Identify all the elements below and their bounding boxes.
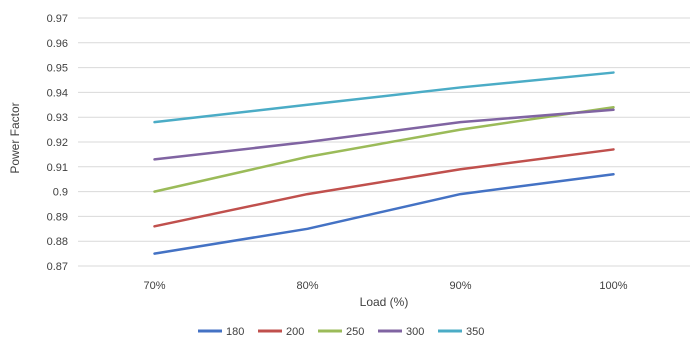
series-lines — [153, 71, 615, 255]
legend-label-250: 250 — [346, 326, 364, 338]
series-line-250 — [153, 106, 615, 193]
y-axis-title: Power Factor — [8, 102, 22, 173]
legend-label-180: 180 — [226, 326, 244, 338]
legend-label-200: 200 — [286, 326, 304, 338]
y-tick-label: 0.91 — [47, 162, 68, 174]
x-tick-label: 80% — [296, 280, 318, 292]
x-tick-label: 70% — [143, 280, 165, 292]
series-line-180 — [153, 172, 615, 255]
y-tick-labels: 0.87 0.88 0.89 0.9 0.91 0.92 0.93 0.94 0.95 0.96 0… — [47, 13, 68, 273]
legend: 180 200 250 300 350 — [198, 326, 484, 338]
x-axis-title: Load (%) — [360, 295, 409, 309]
series-line-300 — [153, 108, 615, 161]
y-tick-label: 0.88 — [47, 236, 68, 248]
y-tick-label: 0.9 — [53, 187, 68, 199]
y-tick-label: 0.96 — [47, 38, 68, 50]
legend-label-300: 300 — [406, 326, 424, 338]
legend-label-350: 350 — [466, 326, 484, 338]
y-tick-label: 0.97 — [47, 13, 68, 25]
y-tick-label: 0.87 — [47, 261, 68, 273]
y-tick-label: 0.93 — [47, 112, 68, 124]
x-tick-label: 100% — [599, 280, 627, 292]
y-tick-label: 0.92 — [47, 137, 68, 149]
series-line-200 — [153, 148, 615, 228]
x-tick-label: 90% — [449, 280, 471, 292]
x-tick-labels: 70% 80% 90% 100% — [143, 280, 627, 292]
series-line-350 — [153, 71, 615, 124]
y-tick-label: 0.94 — [47, 87, 68, 99]
y-tick-label: 0.89 — [47, 211, 68, 223]
y-tick-label: 0.95 — [47, 63, 68, 75]
